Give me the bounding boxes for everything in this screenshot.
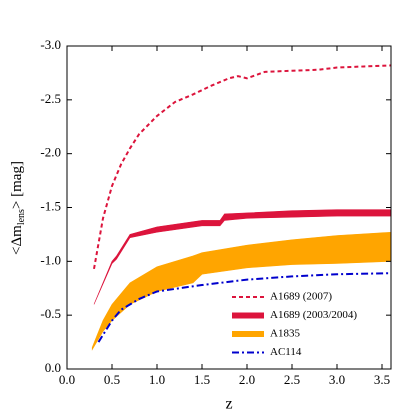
y-tick-label: -1.0 [40, 252, 61, 267]
legend-label: AC114 [270, 346, 302, 358]
x-tick-label: 2.5 [284, 372, 300, 387]
x-tick-label: 1.5 [194, 372, 210, 387]
legend-label: A1689 (2007) [270, 291, 332, 303]
legend-label: A1835 [270, 328, 300, 340]
y-tick-label: 0.0 [45, 360, 61, 375]
y-tick-label: -3.0 [40, 37, 61, 52]
line [97, 272, 392, 343]
y-tick-label: -2.0 [40, 145, 61, 160]
x-tick-label: 2.0 [239, 372, 255, 387]
x-tick-label: 1.0 [149, 372, 165, 387]
x-axis-label: z [225, 396, 232, 413]
y-axis-label: <Δmlens> [mag] [9, 161, 27, 255]
x-tick-label: 3.5 [374, 372, 390, 387]
legend-label: A1689 (2003/2004) [270, 309, 357, 321]
x-tick-label: 0.0 [59, 372, 75, 387]
x-tick-label: 0.5 [104, 372, 120, 387]
y-tick-label: -2.5 [40, 91, 61, 106]
line [93, 64, 392, 270]
y-tick-label: -0.5 [40, 306, 61, 321]
y-tick-label: -1.5 [40, 198, 61, 213]
x-tick-label: 3.0 [329, 372, 345, 387]
